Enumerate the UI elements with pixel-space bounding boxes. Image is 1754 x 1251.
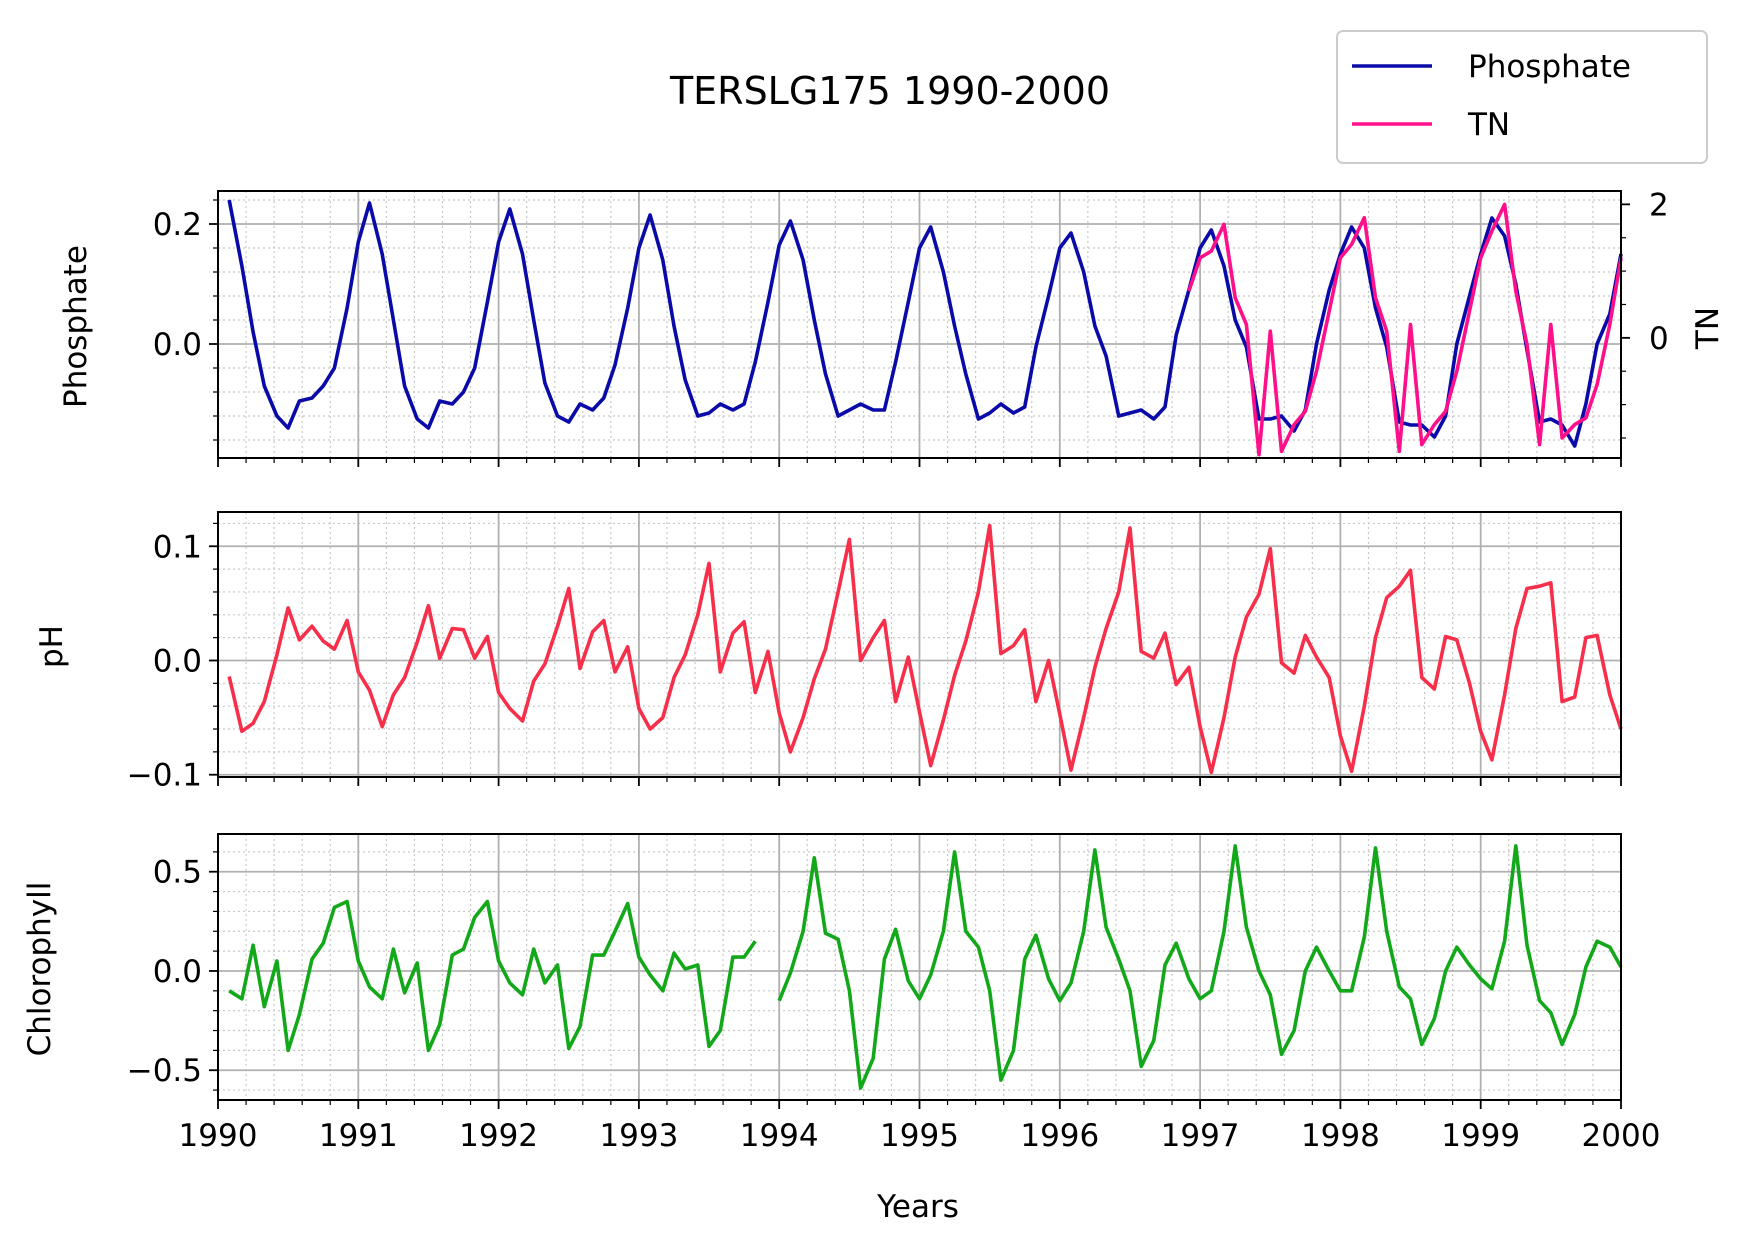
- x-tick-label: 1990: [179, 1118, 258, 1154]
- y-tick-label: 0.1: [153, 529, 202, 565]
- series-line-tn: [1187, 202, 1623, 457]
- series-line-phosphate: [227, 199, 1623, 448]
- plot-frame: [217, 190, 1622, 459]
- plot-frame: [217, 511, 1622, 778]
- x-tick-label: 2000: [1582, 1118, 1661, 1154]
- legend-label-tn: TN: [1467, 107, 1510, 143]
- x-tick-label: 1991: [319, 1118, 398, 1154]
- series-line-ph: [227, 523, 1623, 775]
- y-tick-label: 0.0: [153, 954, 202, 990]
- chlorophyll-panel: −0.5 0.0 0.5 1990 1991 1992 1993 1994 1995 1996 19…: [22, 833, 1661, 1154]
- y-axis-label-phosphate: Phosphate: [58, 245, 94, 408]
- x-tick-label: 1998: [1301, 1118, 1380, 1154]
- y-tick-label: 0.5: [153, 855, 202, 891]
- plot-frame: [217, 833, 1622, 1101]
- x-tick-label: 1993: [599, 1118, 678, 1154]
- x-tick-label: 1995: [880, 1118, 959, 1154]
- y-tick-label: 0.2: [153, 207, 202, 243]
- x-axis-label: Years: [876, 1189, 959, 1225]
- y-axis-label-ph: pH: [34, 625, 70, 668]
- ph-panel: −0.1 0.0 0.1 pH: [34, 511, 1623, 794]
- x-tick-label: 1992: [459, 1118, 538, 1154]
- legend-label-phosphate: Phosphate: [1468, 49, 1631, 85]
- y-tick-label: −0.1: [127, 758, 202, 794]
- series-line-chlorophyll-segment-1: [228, 899, 757, 1053]
- phosphate-panel: 0.0 0.2 0 2 TN Phosphate: [58, 187, 1726, 467]
- chart-title: TERSLG175 1990-2000: [669, 69, 1110, 113]
- y-tick-label: 0.0: [153, 327, 202, 363]
- x-tick-label: 1996: [1020, 1118, 1099, 1154]
- y2-axis-label: TN: [1690, 307, 1726, 350]
- series-line-chlorophyll-segment-2: [777, 844, 1623, 1090]
- y-tick-label: −0.5: [127, 1053, 202, 1089]
- x-tick-label: 1999: [1441, 1118, 1520, 1154]
- legend-box: [1336, 30, 1708, 164]
- y-axis-label-chlorophyll: Chlorophyll: [22, 882, 58, 1057]
- x-tick-label: 1997: [1161, 1118, 1240, 1154]
- y-tick-label: 0.0: [153, 643, 202, 679]
- legend: Phosphate TN: [1336, 30, 1708, 164]
- x-tick-label: 1994: [740, 1118, 819, 1154]
- y2-tick-label: 2: [1649, 187, 1669, 223]
- y2-tick-label: 0: [1649, 321, 1669, 357]
